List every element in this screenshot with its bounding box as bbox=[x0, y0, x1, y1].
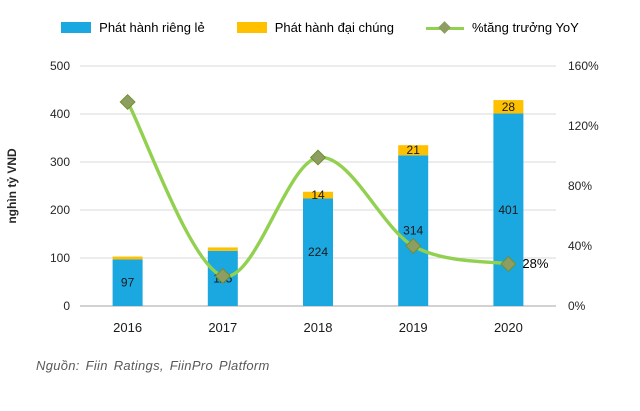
line-diamond-marker-icon bbox=[500, 255, 517, 273]
right-axis-tick: 160% bbox=[568, 59, 599, 73]
bar-label: 224 bbox=[308, 245, 328, 259]
right-axis-tick: 80% bbox=[568, 179, 592, 193]
legend-item-public-offering: Phát hành đại chúng bbox=[236, 20, 394, 35]
left-axis-tick: 300 bbox=[50, 155, 70, 169]
legend-swatch-green-line bbox=[425, 20, 464, 34]
bar-segment bbox=[493, 100, 524, 114]
left-axis-tick: 400 bbox=[50, 107, 70, 121]
right-axis-tick: 120% bbox=[568, 119, 599, 133]
bar-label: 28 bbox=[502, 100, 516, 114]
bar-segment bbox=[398, 155, 429, 306]
bar-label: 401 bbox=[498, 203, 518, 217]
bar-segment bbox=[112, 259, 143, 306]
bar-segment bbox=[303, 198, 333, 306]
x-axis-label: 2019 bbox=[399, 320, 428, 335]
legend-item-private-placement: Phát hành riêng lẻ bbox=[61, 20, 205, 35]
bar-segment bbox=[207, 247, 238, 251]
left-axis-tick: 200 bbox=[50, 203, 70, 217]
line-diamond-marker-icon bbox=[119, 93, 136, 111]
left-axis-tick: 100 bbox=[50, 251, 70, 265]
legend-swatch-yellow-bar bbox=[236, 22, 267, 33]
left-axis-tick: 0 bbox=[63, 299, 70, 313]
source-note: Nguồn: Fiin Ratings, FiinPro Platform bbox=[36, 358, 270, 373]
left-axis-tick: 500 bbox=[50, 59, 70, 73]
line-diamond-marker-icon bbox=[214, 267, 231, 285]
chart-legend: Phát hành riêng lẻ Phát hành đại chúng %… bbox=[0, 20, 640, 35]
x-axis-label: 2020 bbox=[494, 320, 523, 335]
bar-label: 14 bbox=[311, 188, 325, 202]
line-point-label: 28% bbox=[522, 256, 548, 271]
line-diamond-marker-icon bbox=[405, 237, 422, 255]
legend-label-yoy-growth: %tăng trưởng YoY bbox=[471, 20, 579, 35]
right-axis-tick: 0% bbox=[568, 299, 586, 313]
bar-segment bbox=[398, 145, 429, 156]
x-axis-label: 2017 bbox=[208, 320, 237, 335]
legend-diamond-marker-icon bbox=[438, 20, 451, 34]
x-axis-label: 2018 bbox=[304, 320, 333, 335]
left-axis-title: nghìn tỷ VND bbox=[5, 148, 19, 224]
bar-label: 21 bbox=[407, 143, 421, 157]
legend-swatch-blue-bar bbox=[61, 22, 92, 33]
bar-segment bbox=[112, 256, 143, 260]
legend-label-private-placement: Phát hành riêng lẻ bbox=[99, 20, 205, 35]
right-axis-tick: 40% bbox=[568, 239, 592, 253]
bar-label: 97 bbox=[121, 276, 135, 290]
bar-segment bbox=[303, 191, 333, 199]
line-diamond-marker-icon bbox=[309, 149, 327, 166]
x-axis-label: 2016 bbox=[113, 320, 142, 335]
chart-canvas: 0 100 200 300 400 500 0% 40% 80% 120% 160% nghìn tỷ… bbox=[5, 59, 599, 335]
bar-label: 314 bbox=[403, 224, 423, 238]
legend-item-yoy-growth: %tăng trưởng YoY bbox=[425, 20, 579, 35]
legend-label-public-offering: Phát hành đại chúng bbox=[274, 20, 394, 35]
bar-segment bbox=[493, 113, 524, 307]
yoy-growth-line bbox=[125, 100, 511, 278]
